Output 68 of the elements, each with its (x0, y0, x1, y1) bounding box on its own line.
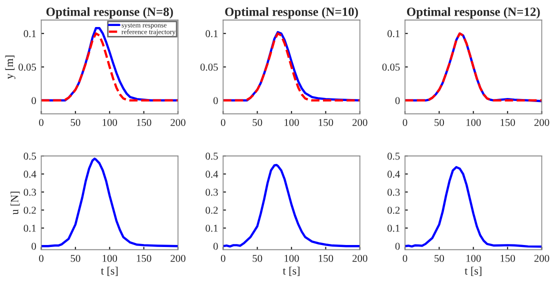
x-axis-title: t [s] (282, 266, 300, 276)
x-tick-label: 200 (534, 118, 550, 126)
line-series (405, 166, 542, 248)
y-tick-label: 0.3 (206, 188, 218, 196)
y-tick-label: 0.5 (206, 152, 218, 160)
y-tick-label: 0.1 (206, 224, 218, 232)
x-tick-label: 50 (252, 254, 262, 262)
y-tick-label: 0 (213, 242, 218, 250)
x-tick-label: 0 (39, 118, 44, 126)
y-tick-label: 0.4 (24, 170, 36, 178)
y-tick-label: 0.4 (388, 170, 400, 178)
chart-title: Optimal response (N=8) (46, 7, 173, 19)
y-tick-label: 0.05 (382, 64, 400, 71)
x-tick-label: 100 (284, 254, 299, 262)
y-tick-label: 0 (32, 97, 36, 104)
y-tick-label: 0.1 (24, 224, 36, 232)
y-tick-label: 0 (395, 242, 400, 250)
x-tick-label: 150 (318, 118, 334, 126)
x-axis-title: t [s] (100, 266, 118, 276)
x-tick-label: 150 (500, 254, 515, 262)
y-tick-label: 0.1 (24, 30, 36, 38)
x-tick-label: 0 (220, 254, 226, 262)
y-tick-label: 0.05 (200, 64, 218, 71)
y-axis-title: u [N] (10, 192, 20, 215)
x-tick-label: 0 (402, 118, 408, 126)
y-tick-label: 0.1 (206, 30, 218, 38)
x-tick-label: 50 (434, 118, 444, 126)
y-tick-label: 0 (213, 97, 218, 104)
x-tick-label: 200 (170, 118, 186, 126)
line-series (223, 164, 360, 248)
y-tick-label: 0.2 (388, 206, 400, 214)
x-tick-label: 100 (466, 118, 481, 126)
y-tick-label: 0.3 (388, 188, 400, 196)
chart-title: Optimal response (N=12) (407, 7, 540, 19)
x-tick-label: 0 (402, 254, 408, 262)
x-tick-label: 100 (102, 254, 118, 262)
x-tick-label: 50 (70, 118, 80, 126)
y-tick-label: 0.1 (388, 224, 400, 232)
x-tick-label: 50 (252, 118, 262, 126)
y-tick-label: 0.2 (206, 206, 218, 214)
y-tick-label: 0.2 (24, 206, 36, 214)
line-series (41, 158, 178, 248)
x-tick-label: 100 (102, 118, 118, 126)
x-tick-label: 0 (39, 254, 44, 262)
x-tick-label: 200 (352, 118, 368, 126)
x-tick-label: 0 (220, 118, 226, 126)
y-tick-label: 0.05 (18, 64, 36, 71)
y-axis-title: y [m] (5, 56, 16, 79)
y-tick-label: 0.1 (388, 30, 400, 38)
y-tick-label: 0.4 (206, 170, 218, 178)
x-tick-label: 200 (352, 254, 368, 262)
x-tick-label: 150 (500, 118, 515, 126)
x-tick-label: 150 (318, 254, 334, 262)
y-tick-label: 0.5 (24, 152, 36, 160)
x-tick-label: 200 (170, 254, 186, 262)
x-tick-label: 50 (70, 254, 80, 262)
x-axis-title: t [s] (464, 266, 482, 276)
x-tick-label: 200 (534, 254, 550, 262)
y-tick-label: 0.3 (24, 188, 36, 196)
chart-title: Optimal response (N=10) (225, 7, 358, 19)
y-tick-label: 0.5 (388, 152, 400, 160)
x-tick-label: 100 (284, 118, 299, 126)
x-tick-label: 50 (434, 254, 444, 262)
y-tick-label: 0 (395, 97, 400, 104)
x-tick-label: 150 (136, 118, 152, 126)
x-tick-label: 100 (466, 254, 481, 262)
x-tick-label: 150 (136, 254, 152, 262)
y-tick-label: 0 (32, 242, 36, 250)
